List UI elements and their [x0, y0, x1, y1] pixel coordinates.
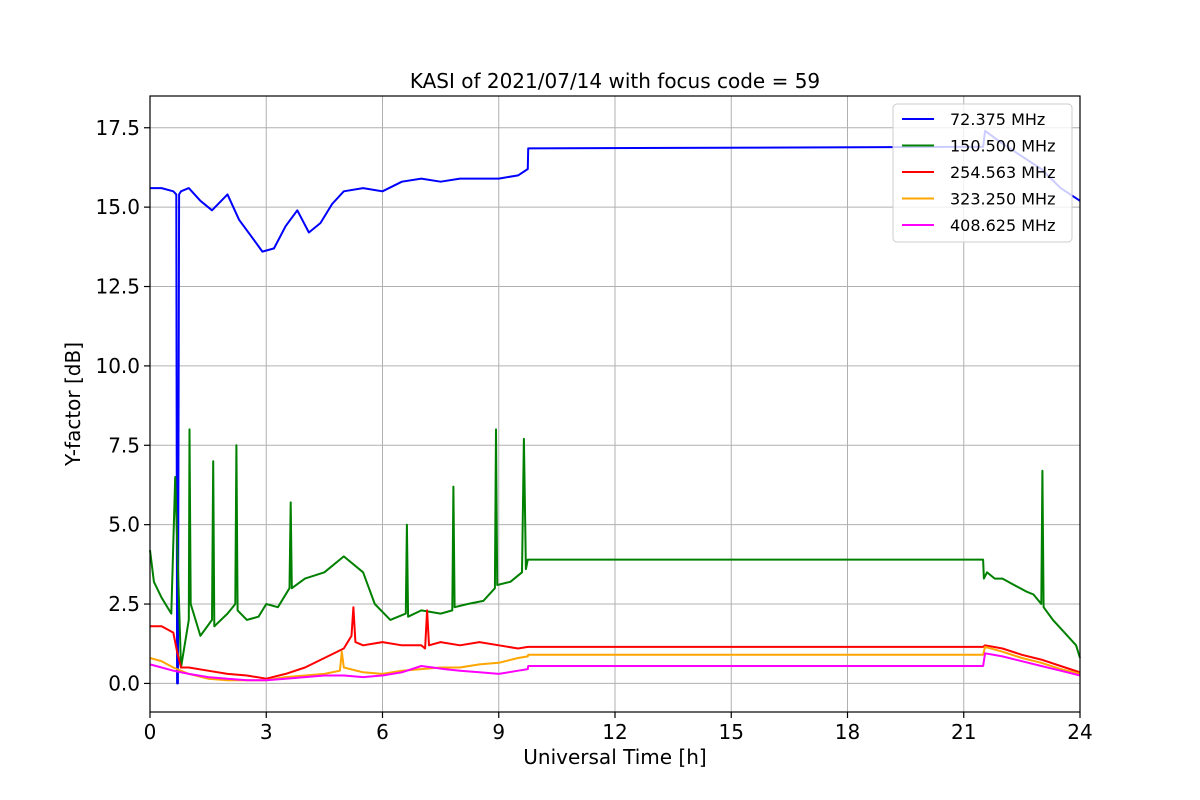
- series-line-3: [149, 645, 1081, 682]
- x-tick-label: 3: [260, 720, 273, 744]
- y-tick-label: 7.5: [108, 433, 140, 457]
- series-line-0: [150, 129, 1081, 685]
- x-tick-label: 15: [719, 720, 744, 744]
- legend-label-0: 72.375 MHz: [950, 110, 1045, 129]
- legend-box: [892, 103, 1073, 243]
- x-axis: 0 3 6 9 12 15 18 21 24: [144, 712, 1093, 744]
- legend-label-1: 150.500 MHz: [950, 137, 1055, 156]
- legend-label-2: 254.563 MHz: [950, 163, 1055, 182]
- y-tick-label: 2.5: [108, 592, 140, 616]
- series-line-2: [150, 606, 1081, 680]
- grid-lines: [149, 96, 1081, 712]
- legend-label-4: 408.625 MHz: [950, 216, 1055, 235]
- y-tick-label: 5.0: [108, 513, 140, 537]
- x-tick-label: 6: [376, 720, 389, 744]
- x-tick-label: 12: [602, 720, 627, 744]
- legend: 72.375 MHz 150.500 MHz 254.563 MHz 323.250 …: [892, 103, 1073, 243]
- y-tick-label: 10.0: [95, 354, 140, 378]
- x-tick-label: 24: [1067, 720, 1092, 744]
- x-axis-label: Universal Time [h]: [523, 745, 706, 769]
- x-tick-label: 21: [951, 720, 976, 744]
- y-tick-label: 15.0: [95, 195, 140, 219]
- chart-title: KASI of 2021/07/14 with focus code = 59: [410, 69, 820, 93]
- y-axis: 0.0 2.5 5.0 7.5 10.0 12.5 15.0 17.5: [95, 116, 150, 695]
- y-tick-label: 12.5: [95, 275, 140, 299]
- y-axis-label: Y-factor [dB]: [61, 342, 85, 467]
- series-layer: [149, 129, 1081, 685]
- y-tick-label: 0.0: [108, 671, 140, 695]
- legend-label-3: 323.250 MHz: [950, 190, 1055, 209]
- x-tick-label: 9: [492, 720, 505, 744]
- series-line-1: [149, 428, 1081, 669]
- y-tick-label: 17.5: [95, 116, 140, 140]
- x-tick-label: 0: [144, 720, 157, 744]
- x-tick-label: 18: [835, 720, 860, 744]
- series-line-4: [149, 652, 1081, 682]
